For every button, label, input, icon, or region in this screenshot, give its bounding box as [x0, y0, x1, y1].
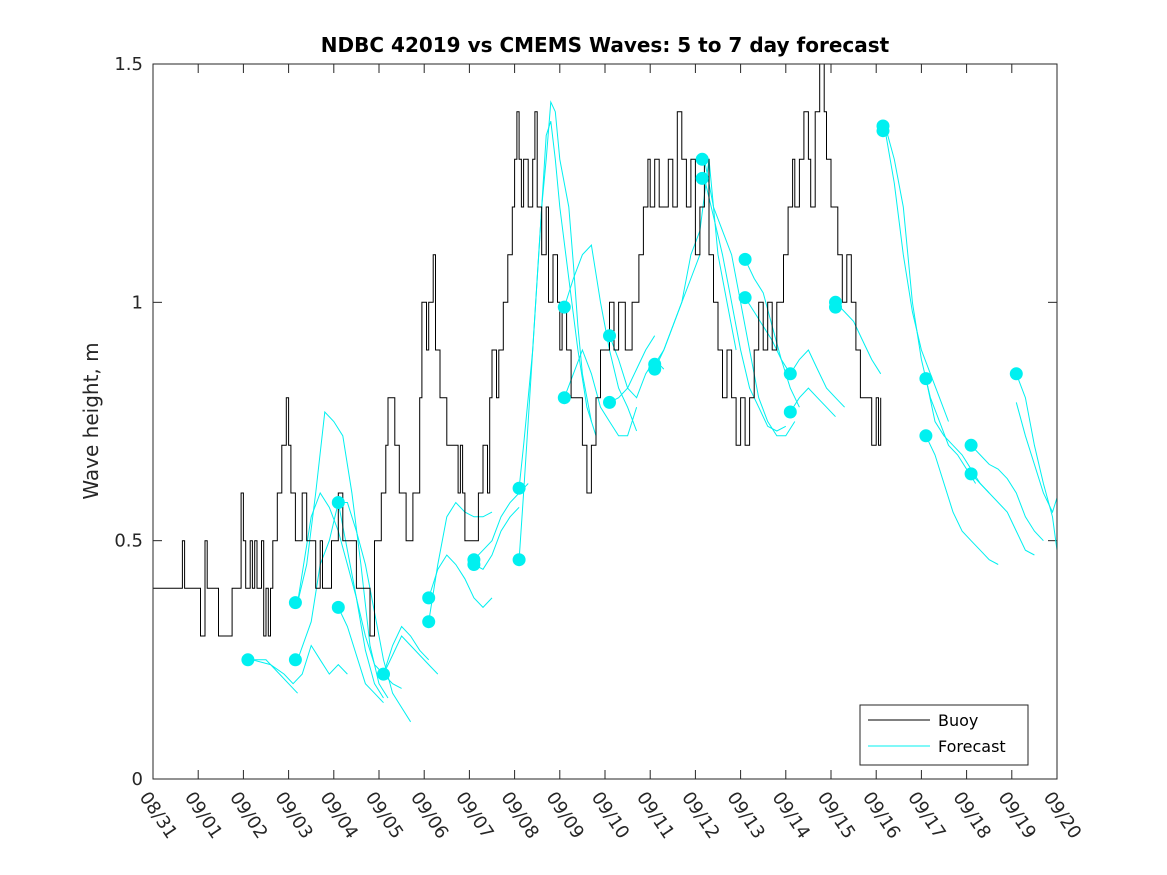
forecast-line — [970, 473, 1035, 556]
forecast-marker — [829, 300, 842, 314]
forecast-marker — [603, 395, 616, 409]
forecast-marker — [331, 600, 345, 614]
forecast-line — [789, 349, 845, 408]
forecast-marker — [783, 367, 797, 381]
y-axis-label: Wave height, m — [79, 342, 103, 499]
forecast-marker — [422, 591, 436, 605]
forecast-marker — [288, 653, 302, 667]
y-tick-label: 1 — [132, 292, 143, 313]
forecast-line — [297, 491, 384, 699]
forecast-marker — [288, 596, 302, 610]
forecast-marker — [512, 481, 526, 495]
forecast-line — [884, 130, 949, 422]
forecast-line — [835, 301, 882, 375]
forecast-marker — [783, 405, 797, 419]
forecast-marker — [467, 558, 481, 571]
legend: Buoy Forecast — [859, 704, 1029, 766]
forecast-marker — [738, 291, 752, 305]
forecast-line — [970, 444, 1044, 542]
legend-buoy-label: Buoy — [938, 711, 978, 730]
forecast-line — [703, 159, 796, 437]
forecast-line — [1015, 402, 1058, 514]
forecast-line — [518, 121, 597, 560]
forecast-line — [297, 410, 389, 699]
forecast-marker — [603, 329, 616, 343]
y-tick-label: 0 — [132, 769, 143, 790]
forecast-line — [609, 335, 656, 403]
buoy-line — [153, 63, 882, 637]
forecast-line — [428, 554, 493, 609]
forecast-line — [383, 625, 430, 675]
legend-box — [859, 704, 1029, 766]
forecast-marker — [876, 124, 890, 138]
forecast-line — [703, 178, 787, 432]
forecast-line — [563, 244, 638, 432]
y-tick-label: 0.5 — [114, 531, 143, 552]
forecast-marker — [557, 300, 571, 314]
forecast-line — [252, 659, 298, 694]
forecast-line — [337, 607, 384, 704]
forecast-line — [252, 644, 348, 685]
forecast-line — [925, 378, 990, 494]
forecast-marker — [695, 171, 709, 185]
forecast-marker — [919, 372, 933, 386]
forecast-marker — [422, 615, 436, 629]
forecast-marker — [512, 553, 526, 567]
forecast-marker — [377, 667, 390, 681]
y-tick-label: 1.5 — [114, 54, 143, 75]
forecast-line — [654, 254, 701, 370]
forecast-marker — [738, 252, 752, 266]
forecast-marker — [964, 438, 978, 452]
forecast-line — [383, 635, 439, 675]
forecast-marker — [557, 391, 571, 405]
forecast-line — [337, 502, 402, 689]
plot-area — [153, 64, 1057, 779]
forecast-line — [428, 501, 493, 622]
forecast-marker — [241, 653, 255, 667]
forecast-line — [789, 387, 836, 418]
forecast-marker — [1009, 367, 1023, 381]
forecast-line — [1015, 373, 1058, 551]
forecast-marker — [919, 429, 933, 443]
forecast-line — [473, 506, 520, 570]
forecast-line — [518, 100, 592, 489]
legend-forecast-label: Forecast — [938, 737, 1006, 756]
axes-box — [152, 63, 1058, 780]
forecast-marker — [331, 496, 345, 509]
forecast-marker — [964, 467, 978, 481]
chart-title: NDBC 42019 vs CMEMS Waves: 5 to 7 day fo… — [321, 33, 890, 57]
y-tick-labels: 0 0.5 1 1.5 — [114, 54, 143, 790]
forecast-marker — [695, 152, 709, 166]
forecast-line — [563, 348, 638, 437]
data-layer — [153, 63, 1058, 723]
forecast-line — [925, 435, 999, 565]
forecast-marker — [648, 362, 662, 376]
